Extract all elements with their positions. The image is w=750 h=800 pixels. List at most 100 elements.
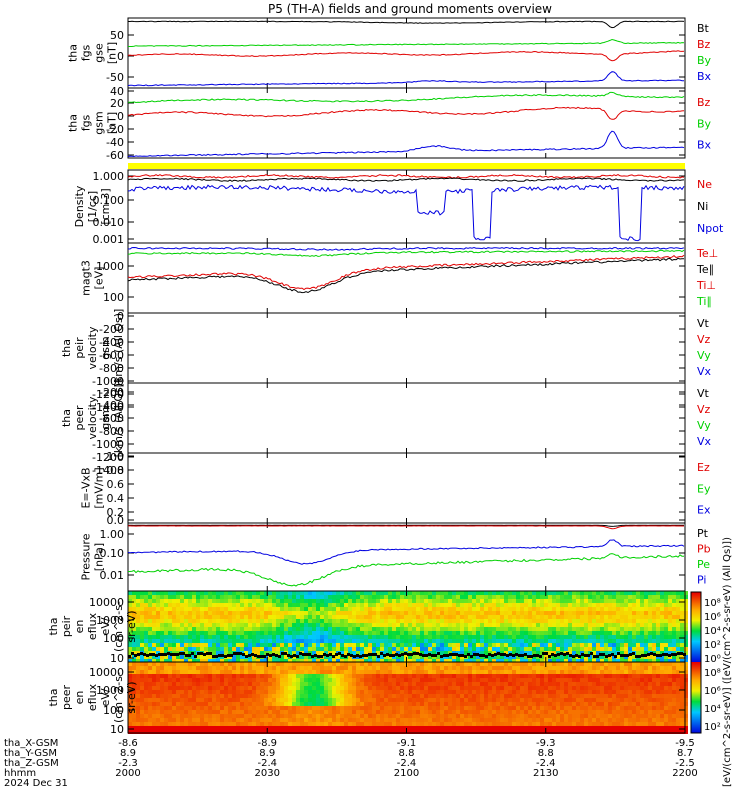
spectrogram-cell	[384, 591, 388, 595]
spectrogram-cell	[460, 659, 464, 663]
spectrogram-cell	[252, 686, 256, 690]
spectrogram-cell	[264, 631, 268, 635]
spectrogram-cell	[396, 690, 400, 694]
spectrogram-cell	[136, 591, 140, 595]
spectrogram-cell	[140, 726, 144, 730]
spectrogram-cell	[428, 710, 432, 714]
spectrogram-cell	[476, 682, 480, 686]
spectrogram-cell	[172, 718, 176, 722]
spectrogram-cell	[624, 639, 628, 643]
spectrogram-cell	[424, 666, 428, 670]
spectrogram-cell	[452, 647, 456, 651]
spectrogram-noise	[266, 653, 269, 656]
spectrogram-cell	[668, 591, 672, 595]
spectrogram-cell	[504, 635, 508, 639]
spectrogram-cell	[216, 635, 220, 639]
spectrogram-cell	[484, 674, 488, 678]
spectrogram-cell	[288, 647, 292, 651]
spectrogram-cell	[376, 710, 380, 714]
spectrogram-cell	[612, 619, 616, 623]
spectrogram-noise	[230, 654, 233, 657]
spectrogram-cell	[468, 718, 472, 722]
spectrogram-cell	[292, 599, 296, 603]
spectrogram-cell	[468, 639, 472, 643]
spectrogram-cell	[560, 655, 564, 659]
spectrogram-cell	[600, 698, 604, 702]
spectrogram-cell	[508, 627, 512, 631]
spectrogram-cell	[524, 666, 528, 670]
spectrogram-cell	[236, 595, 240, 599]
spectrogram-cell	[652, 603, 656, 607]
spectrogram-cell	[556, 635, 560, 639]
spectrogram-cell	[240, 694, 244, 698]
spectrogram-cell	[472, 662, 476, 666]
spectrogram-cell	[464, 690, 468, 694]
spectrogram-cell	[464, 619, 468, 623]
spectrogram-cell	[132, 595, 136, 599]
spectrogram-cell	[328, 639, 332, 643]
spectrogram-cell	[156, 623, 160, 627]
spectrogram-cell	[156, 722, 160, 726]
spectrogram-cell	[472, 670, 476, 674]
spectrogram-cell	[412, 603, 416, 607]
spectrogram-cell	[256, 647, 260, 651]
spectrogram-cell	[428, 635, 432, 639]
spectrogram-cell	[580, 643, 584, 647]
spectrogram-cell	[564, 702, 568, 706]
spectrogram-cell	[320, 670, 324, 674]
spectrogram-cell	[396, 595, 400, 599]
spectrogram-cell	[596, 690, 600, 694]
spectrogram-noise	[212, 655, 215, 658]
spectrogram-cell	[360, 678, 364, 682]
spectrogram-cell	[292, 627, 296, 631]
spectrogram-cell	[604, 730, 608, 734]
spectrogram-cell	[552, 659, 556, 663]
spectrogram-cell	[460, 619, 464, 623]
spectrogram-cell	[328, 714, 332, 718]
spectrogram-cell	[496, 627, 500, 631]
spectrogram-cell	[604, 682, 608, 686]
spectrogram-cell	[444, 698, 448, 702]
spectrogram-cell	[552, 722, 556, 726]
spectrogram-cell	[180, 603, 184, 607]
spectrogram-cell	[280, 631, 284, 635]
spectrogram-cell	[296, 603, 300, 607]
spectrogram-cell	[216, 666, 220, 670]
spectrogram-cell	[576, 635, 580, 639]
spectrogram-cell	[340, 635, 344, 639]
spectrogram-cell	[548, 627, 552, 631]
spectrogram-cell	[512, 651, 516, 655]
spectrogram-noise	[524, 653, 527, 656]
spectrogram-cell	[344, 619, 348, 623]
spectrogram-cell	[316, 682, 320, 686]
spectrogram-cell	[608, 670, 612, 674]
spectrogram-cell	[644, 615, 648, 619]
spectrogram-cell	[512, 643, 516, 647]
spectrogram-cell	[384, 631, 388, 635]
spectrogram-cell	[480, 662, 484, 666]
spectrogram-noise	[479, 654, 482, 657]
spectrogram-cell	[424, 694, 428, 698]
spectrogram-cell	[376, 706, 380, 710]
spectrogram-cell	[556, 659, 560, 663]
spectrogram-cell	[664, 599, 668, 603]
spectrogram-cell	[428, 639, 432, 643]
spectrogram-cell	[240, 611, 244, 615]
spectrogram-cell	[276, 659, 280, 663]
spectrogram-cell	[460, 595, 464, 599]
spectrogram-cell	[476, 706, 480, 710]
spectrogram-cell	[172, 607, 176, 611]
spectrogram-cell	[164, 706, 168, 710]
spectrogram-cell	[328, 702, 332, 706]
spectrogram-cell	[552, 670, 556, 674]
spectrogram-cell	[284, 678, 288, 682]
spectrogram-cell	[256, 591, 260, 595]
spectrogram-cell	[520, 670, 524, 674]
spectrogram-cell	[516, 599, 520, 603]
spectrogram-cell	[600, 726, 604, 730]
spectrogram-cell	[328, 662, 332, 666]
spectrogram-cell	[576, 619, 580, 623]
spectrogram-cell	[244, 690, 248, 694]
spectrogram-cell	[172, 694, 176, 698]
spectrogram-cell	[648, 627, 652, 631]
